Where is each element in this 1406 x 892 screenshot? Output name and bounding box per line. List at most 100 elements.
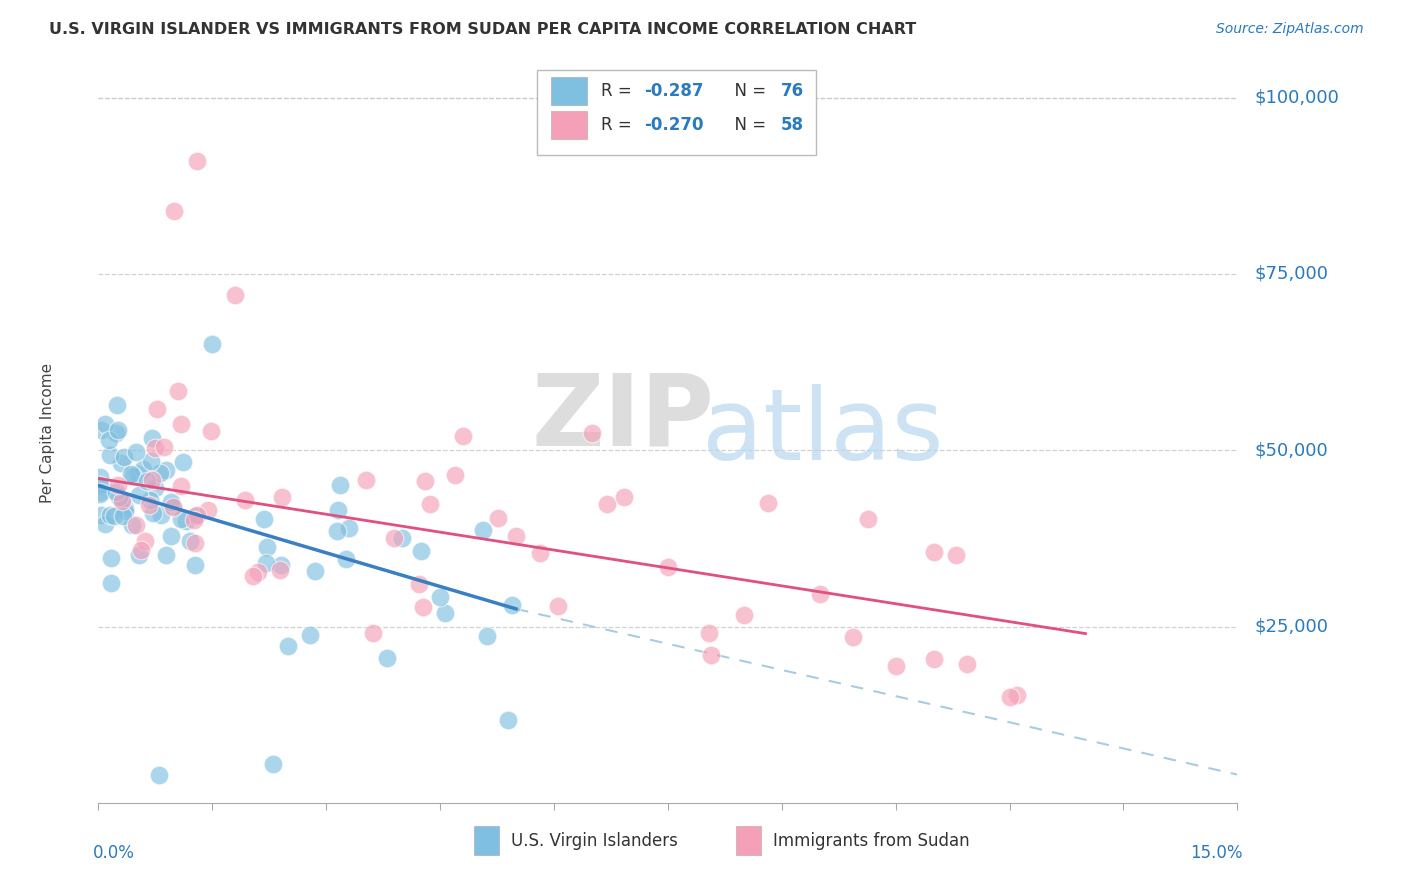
Point: [253, 512, 276, 526]
Point: [945, 548, 967, 562]
Text: 58: 58: [780, 116, 804, 134]
Point: [581, 425, 603, 440]
Point: [110, 456, 132, 470]
Text: U.S. Virgin Islanders: U.S. Virgin Islanders: [510, 831, 678, 849]
Point: [143, 481, 166, 495]
Point: [858, 511, 880, 525]
FancyBboxPatch shape: [537, 70, 815, 155]
Point: [105, 398, 128, 412]
Point: [142, 506, 165, 520]
Point: [131, 462, 153, 476]
Point: [326, 503, 349, 517]
Point: [127, 467, 149, 481]
Point: [271, 490, 294, 504]
Point: [155, 548, 177, 562]
Point: [733, 607, 755, 622]
Point: [451, 429, 474, 443]
Point: [547, 599, 569, 614]
Point: [149, 466, 172, 480]
Point: [89, 470, 111, 484]
Point: [246, 565, 269, 579]
Point: [262, 757, 284, 772]
Bar: [551, 77, 586, 104]
Point: [808, 587, 831, 601]
Point: [114, 503, 136, 517]
Point: [114, 501, 136, 516]
Point: [299, 628, 322, 642]
Point: [148, 767, 170, 781]
Text: R =: R =: [600, 116, 637, 134]
Point: [153, 440, 176, 454]
Point: [90, 508, 112, 522]
Text: -0.270: -0.270: [644, 116, 703, 134]
Point: [163, 203, 186, 218]
Point: [884, 659, 907, 673]
Bar: [737, 827, 761, 855]
Point: [998, 690, 1021, 704]
Point: [429, 591, 451, 605]
Point: [412, 600, 434, 615]
Point: [233, 492, 256, 507]
Point: [169, 512, 191, 526]
Point: [98, 508, 121, 522]
Point: [475, 629, 498, 643]
Point: [419, 497, 441, 511]
Point: [107, 490, 129, 504]
Point: [269, 563, 291, 577]
Point: [197, 503, 219, 517]
Point: [155, 463, 177, 477]
Point: [170, 478, 193, 492]
Point: [100, 551, 122, 566]
Point: [186, 508, 208, 522]
Point: [172, 455, 194, 469]
Point: [141, 454, 163, 468]
Point: [149, 508, 172, 522]
Point: [186, 154, 208, 169]
Point: [433, 606, 456, 620]
Point: [501, 598, 523, 612]
Point: [337, 521, 360, 535]
Point: [135, 474, 157, 488]
Point: [100, 448, 122, 462]
Point: [89, 487, 111, 501]
Point: [361, 626, 384, 640]
Point: [242, 569, 264, 583]
Text: Source: ZipAtlas.com: Source: ZipAtlas.com: [1216, 22, 1364, 37]
Point: [138, 498, 160, 512]
Point: [105, 484, 128, 499]
Text: $50,000: $50,000: [1254, 442, 1329, 459]
Point: [184, 536, 207, 550]
Point: [167, 384, 190, 398]
Point: [107, 423, 129, 437]
Point: [697, 625, 720, 640]
Point: [256, 540, 278, 554]
Point: [444, 467, 467, 482]
Point: [356, 473, 378, 487]
Point: [128, 549, 150, 563]
Point: [141, 432, 163, 446]
Point: [90, 423, 112, 437]
Point: [184, 558, 207, 573]
Point: [411, 544, 433, 558]
Text: 15.0%: 15.0%: [1191, 844, 1243, 862]
Point: [160, 495, 183, 509]
Point: [613, 490, 636, 504]
Point: [170, 417, 193, 432]
Point: [415, 474, 437, 488]
Point: [179, 534, 201, 549]
Point: [382, 532, 405, 546]
Point: [700, 648, 723, 662]
Text: Immigrants from Sudan: Immigrants from Sudan: [773, 831, 969, 849]
Point: [162, 499, 184, 513]
Point: [304, 564, 326, 578]
Text: N =: N =: [724, 116, 770, 134]
Point: [121, 517, 143, 532]
Text: ZIP: ZIP: [531, 369, 714, 467]
Point: [160, 529, 183, 543]
Point: [111, 491, 134, 506]
Point: [486, 511, 509, 525]
Bar: [474, 827, 499, 855]
Point: [128, 487, 150, 501]
Point: [120, 467, 142, 481]
Point: [122, 469, 145, 483]
